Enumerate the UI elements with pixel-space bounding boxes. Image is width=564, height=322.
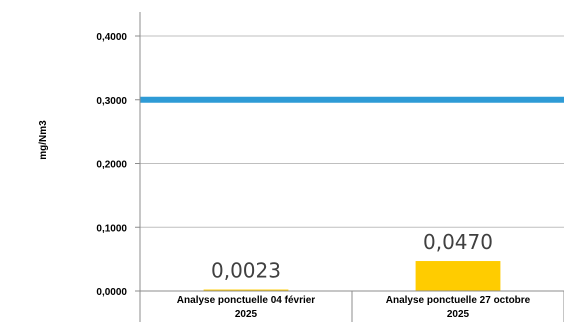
bar	[203, 289, 289, 291]
gridlines	[140, 35, 564, 228]
y-axis-label: mg/Nm3	[38, 120, 49, 160]
axes	[139, 12, 564, 322]
y-tick-label: 0,3000	[96, 96, 127, 107]
y-tick-label: 0,1000	[96, 223, 127, 234]
bar	[415, 261, 501, 291]
category-label: Analyse ponctuelle 04 février	[177, 295, 316, 306]
category-label: 2025	[447, 309, 470, 320]
y-tick-label: 0,2000	[96, 160, 127, 171]
category-labels: Analyse ponctuelle 04 février 2025 Analyse…	[177, 295, 531, 320]
y-tick-label: 0,4000	[96, 32, 127, 43]
category-label: Analyse ponctuelle 27 octobre	[386, 295, 531, 306]
data-labels: 0,0023 0,0470	[211, 230, 493, 282]
y-axis-ticks: 0,0000 0,1000 0,2000 0,3000 0,4000	[96, 32, 140, 298]
data-label: 0,0023	[211, 259, 281, 283]
bars	[203, 261, 501, 291]
category-label: 2025	[235, 309, 258, 320]
data-label: 0,0470	[423, 230, 493, 254]
y-tick-label: 0,0000	[96, 287, 127, 298]
